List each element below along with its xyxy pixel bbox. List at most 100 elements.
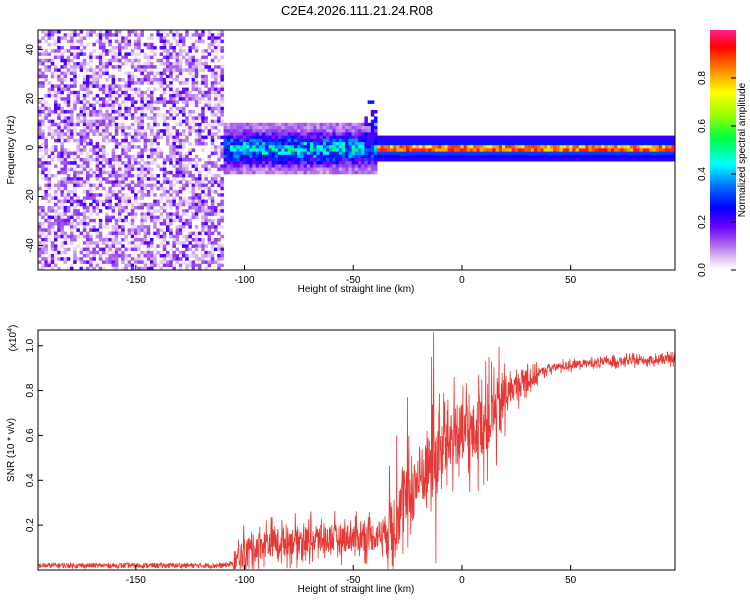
- heatmap-cell: [386, 135, 391, 140]
- heatmap-cell: [153, 260, 157, 264]
- heatmap-cell: [111, 103, 116, 108]
- heatmap-cell: [220, 186, 224, 191]
- heatmap-cell: [111, 106, 116, 111]
- heatmap-cell: [188, 180, 192, 184]
- heatmap-cell: [473, 148, 477, 152]
- heatmap-cell: [306, 154, 311, 159]
- heatmap-cell: [495, 158, 500, 162]
- heatmap-cell: [118, 33, 122, 37]
- heatmap-cell: [306, 129, 311, 133]
- heatmap-cell: [370, 129, 375, 133]
- heatmap-cell: [130, 241, 135, 245]
- heatmap-cell: [111, 260, 116, 264]
- heatmap-cell: [105, 90, 109, 95]
- heatmap-cell: [518, 142, 522, 146]
- heatmap-cell: [60, 46, 64, 50]
- heatmap-cell: [105, 142, 109, 146]
- heatmap-cell: [127, 142, 132, 146]
- heatmap-cell: [262, 164, 266, 168]
- heatmap-cell: [76, 39, 80, 44]
- heatmap-cell: [444, 142, 448, 146]
- heatmap-cell: [367, 126, 372, 130]
- heatmap-cell: [76, 46, 80, 50]
- heatmap-cell: [201, 247, 205, 252]
- heatmap-cell: [239, 132, 244, 136]
- heatmap-cell: [146, 148, 151, 152]
- heatmap-cell: [178, 206, 183, 210]
- heatmap-cell: [198, 209, 202, 213]
- heatmap-cell: [201, 244, 205, 248]
- heatmap-cell: [54, 196, 58, 200]
- heatmap-cell: [284, 135, 288, 140]
- heatmap-cell: [348, 161, 352, 165]
- heatmap-cell: [86, 55, 90, 60]
- heatmap-cell: [50, 145, 55, 149]
- heatmap-cell: [326, 129, 330, 133]
- heatmap-cell: [463, 142, 468, 146]
- heatmap-cell: [70, 46, 74, 50]
- heatmap-cell: [140, 151, 144, 156]
- heatmap-cell: [162, 122, 167, 127]
- heatmap-cell: [671, 154, 675, 159]
- heatmap-cell: [108, 193, 112, 197]
- heatmap-cell: [98, 46, 103, 50]
- heatmap-cell: [182, 100, 186, 104]
- heatmap-cell: [143, 68, 148, 72]
- heatmap-cell: [185, 257, 189, 261]
- heatmap-cell: [278, 132, 282, 136]
- heatmap-cell: [140, 196, 144, 200]
- heatmap-cell: [166, 225, 170, 229]
- heatmap-cell: [124, 167, 128, 172]
- heatmap-cell: [124, 62, 128, 66]
- heatmap-cell: [236, 170, 240, 175]
- heatmap-cell: [156, 231, 160, 236]
- heatmap-cell: [220, 106, 224, 111]
- heatmap-cell: [82, 247, 87, 252]
- heatmap-cell: [86, 170, 90, 175]
- heatmap-cell: [156, 145, 160, 149]
- heatmap-cell: [150, 151, 154, 156]
- heatmap-cell: [322, 167, 327, 172]
- heatmap-cell: [342, 164, 346, 168]
- heatmap-cell: [41, 74, 45, 79]
- heatmap-cell: [95, 39, 100, 44]
- heatmap-cell: [76, 199, 80, 204]
- heatmap-cell: [175, 234, 180, 239]
- heatmap-cell: [358, 129, 362, 133]
- heatmap-cell: [182, 196, 186, 200]
- heatmap-cell: [303, 129, 308, 133]
- heatmap-cell: [636, 148, 640, 152]
- heatmap-cell: [201, 138, 205, 143]
- heatmap-cell: [63, 167, 68, 172]
- heatmap-cell: [575, 142, 580, 146]
- snr-x-tick-label: 50: [565, 575, 577, 586]
- heatmap-cell: [191, 46, 196, 50]
- heatmap-cell: [310, 158, 314, 162]
- heatmap-cell: [188, 122, 192, 127]
- heatmap-cell: [98, 65, 103, 69]
- heatmap-cell: [159, 244, 164, 248]
- heatmap-cell: [476, 148, 480, 152]
- heatmap-cell: [130, 138, 135, 143]
- heatmap-cell: [204, 55, 208, 60]
- heatmap-cell: [201, 110, 205, 114]
- heatmap-cell: [108, 158, 112, 162]
- heatmap-cell: [124, 174, 128, 178]
- heatmap-cell: [246, 135, 250, 140]
- heatmap-cell: [294, 164, 298, 168]
- heatmap-cell: [316, 129, 320, 133]
- heatmap-cell: [172, 78, 176, 82]
- heatmap-cell: [316, 126, 320, 130]
- heatmap-cell: [182, 164, 186, 168]
- heatmap-cell: [70, 180, 74, 184]
- heatmap-cell: [76, 183, 80, 188]
- heatmap-cell: [146, 103, 151, 108]
- heatmap-cell: [118, 164, 122, 168]
- heatmap-cell: [543, 135, 548, 140]
- heatmap-cell: [137, 62, 141, 66]
- heatmap-cell: [249, 129, 253, 133]
- heatmap-cell: [156, 151, 160, 156]
- heatmap-cell: [38, 164, 42, 168]
- heatmap-cell: [124, 94, 128, 98]
- heatmap-cell: [89, 138, 93, 143]
